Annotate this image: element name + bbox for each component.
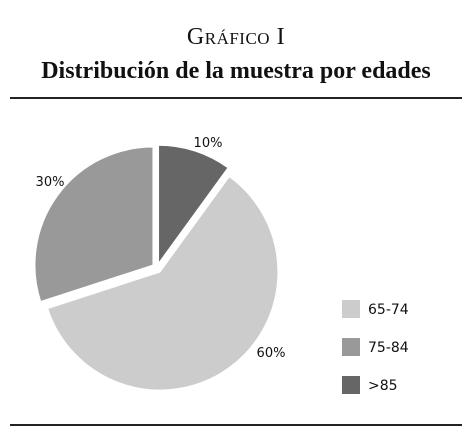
legend-label: >85: [368, 378, 398, 394]
legend-label: 65-74: [368, 302, 409, 318]
slice-value-label: 30%: [36, 175, 65, 190]
chart-title: Distribución de la muestra por edades: [41, 58, 431, 84]
pie-slice-85: [158, 144, 229, 265]
top-rule: [10, 97, 462, 99]
figure-caption: Gráfico I: [186, 24, 286, 50]
pie-slice-6574: [47, 175, 279, 391]
pie-slice-7584: [34, 146, 154, 303]
legend-label: 75-84: [368, 340, 409, 356]
legend-swatch: [342, 300, 360, 318]
legend-swatch: [342, 338, 360, 356]
legend-swatch: [342, 376, 360, 394]
slice-value-label: 60%: [257, 346, 286, 361]
slice-value-label: 10%: [194, 136, 223, 151]
bottom-rule: [10, 424, 462, 426]
